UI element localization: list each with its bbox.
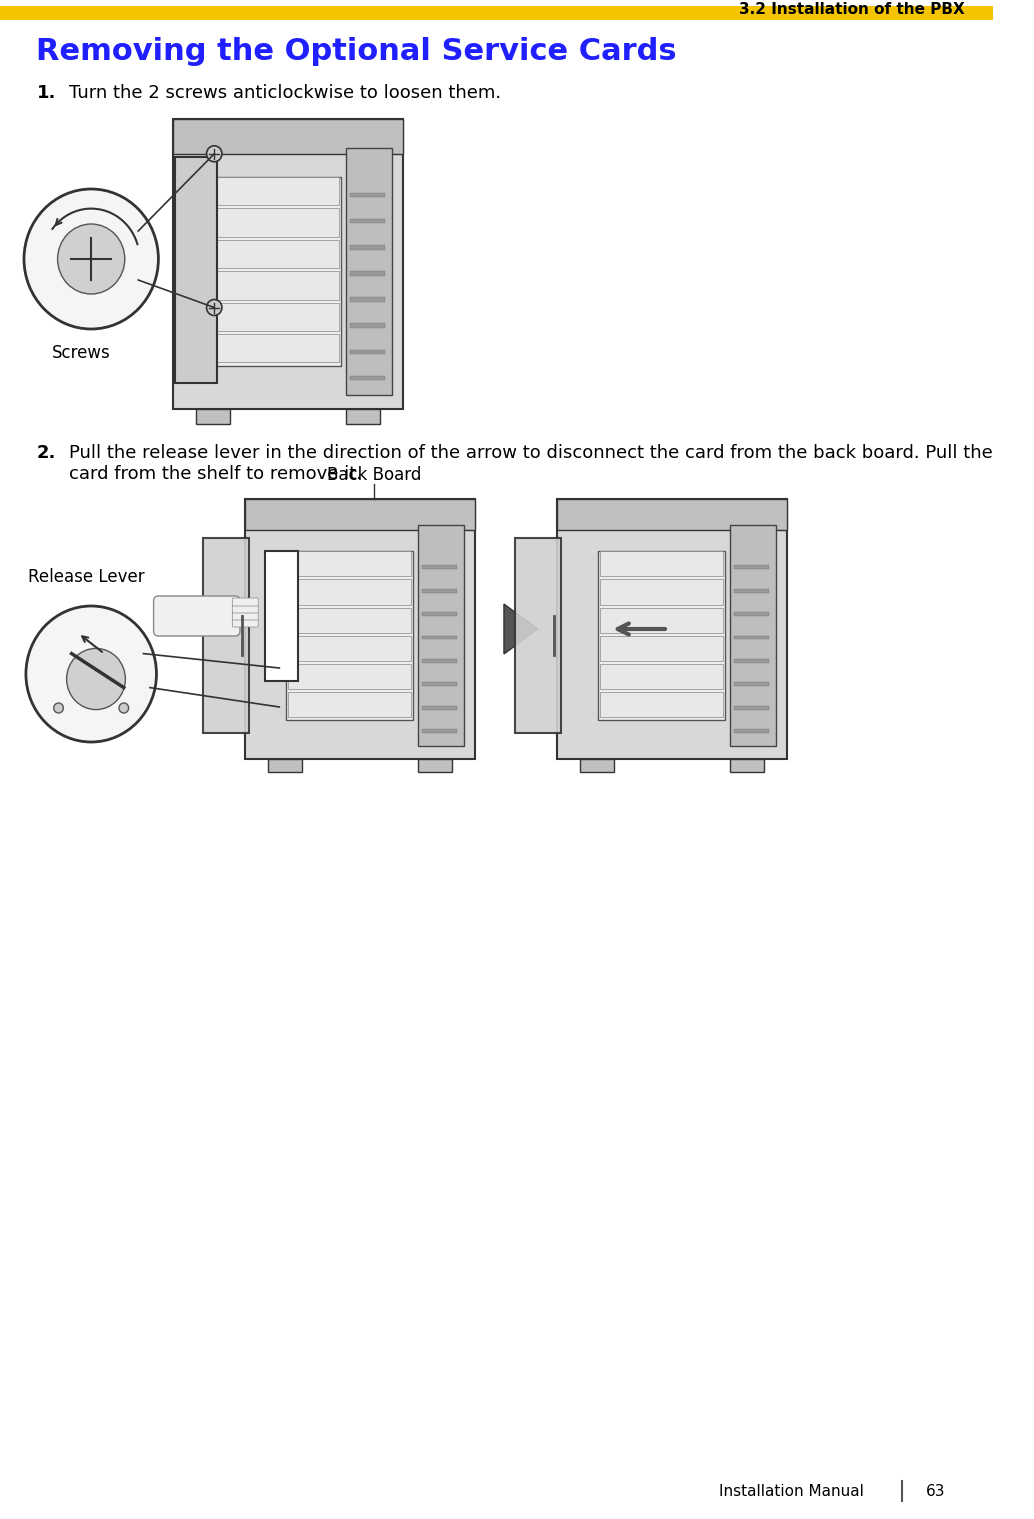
Bar [600,579,723,605]
Circle shape [54,703,63,712]
Polygon shape [504,605,538,655]
Bar [422,682,457,687]
Bar [351,375,385,380]
Text: 63: 63 [926,1484,946,1499]
Bar [734,612,768,617]
Bar [418,760,452,772]
Bar [195,409,231,424]
FancyBboxPatch shape [173,118,403,409]
FancyBboxPatch shape [233,620,258,627]
Bar [265,551,299,681]
Bar [734,589,768,592]
Bar [600,664,723,690]
FancyBboxPatch shape [233,598,258,606]
Circle shape [66,649,125,709]
Bar [286,551,413,720]
Bar [730,526,776,746]
Circle shape [207,299,222,316]
FancyBboxPatch shape [556,500,787,760]
Circle shape [207,146,222,163]
Bar [288,608,412,633]
Bar [268,760,302,772]
Bar [345,147,392,395]
Bar [0,6,993,20]
Text: Release Lever: Release Lever [28,568,145,586]
Bar [216,270,339,299]
Bar [351,349,385,354]
Bar [422,659,457,662]
Circle shape [24,188,158,330]
Bar [734,565,768,570]
Text: 1.: 1. [36,84,56,102]
Bar [734,706,768,709]
Bar [600,635,723,661]
Bar [422,635,457,639]
Bar [288,635,412,661]
Bar [351,193,385,197]
Bar [734,659,768,662]
Bar [216,208,339,237]
Bar [216,334,339,363]
Bar [422,729,457,734]
Bar [351,245,385,249]
Bar [730,760,764,772]
Bar [216,176,339,205]
Bar [351,324,385,328]
Bar [422,565,457,570]
Text: Screws: Screws [53,343,111,362]
FancyBboxPatch shape [233,605,258,614]
Bar [580,760,614,772]
Bar [556,500,787,530]
Text: Back Board: Back Board [327,466,422,485]
Bar [515,538,561,734]
Bar [734,729,768,734]
Bar [351,219,385,223]
Bar [214,178,341,366]
Bar [422,706,457,709]
Bar [418,526,463,746]
Bar [600,608,723,633]
Bar [288,579,412,605]
Bar [600,551,723,576]
Bar [422,612,457,617]
Text: 2.: 2. [36,444,56,462]
Bar [734,635,768,639]
Bar [288,664,412,690]
Circle shape [119,703,128,712]
Bar [216,240,339,269]
FancyBboxPatch shape [154,595,240,636]
Text: Installation Manual: Installation Manual [719,1484,864,1499]
Text: Turn the 2 screws anticlockwise to loosen them.: Turn the 2 screws anticlockwise to loose… [69,84,501,102]
Text: Removing the Optional Service Cards: Removing the Optional Service Cards [36,36,677,65]
Bar [351,272,385,275]
Circle shape [26,606,156,741]
FancyBboxPatch shape [233,612,258,620]
Bar [175,156,216,383]
Bar [216,302,339,331]
Text: Pull the release lever in the direction of the arrow to disconnect the card from: Pull the release lever in the direction … [69,444,993,483]
Bar [600,693,723,717]
Bar [173,118,403,153]
Bar [245,500,476,530]
FancyBboxPatch shape [245,500,476,760]
Bar [345,409,381,424]
Bar [204,538,249,734]
Bar [288,551,412,576]
Bar [734,682,768,687]
Bar [422,589,457,592]
Bar [599,551,725,720]
Bar [288,693,412,717]
Circle shape [58,223,125,295]
Text: 3.2 Installation of the PBX: 3.2 Installation of the PBX [739,3,965,18]
Bar [351,298,385,302]
